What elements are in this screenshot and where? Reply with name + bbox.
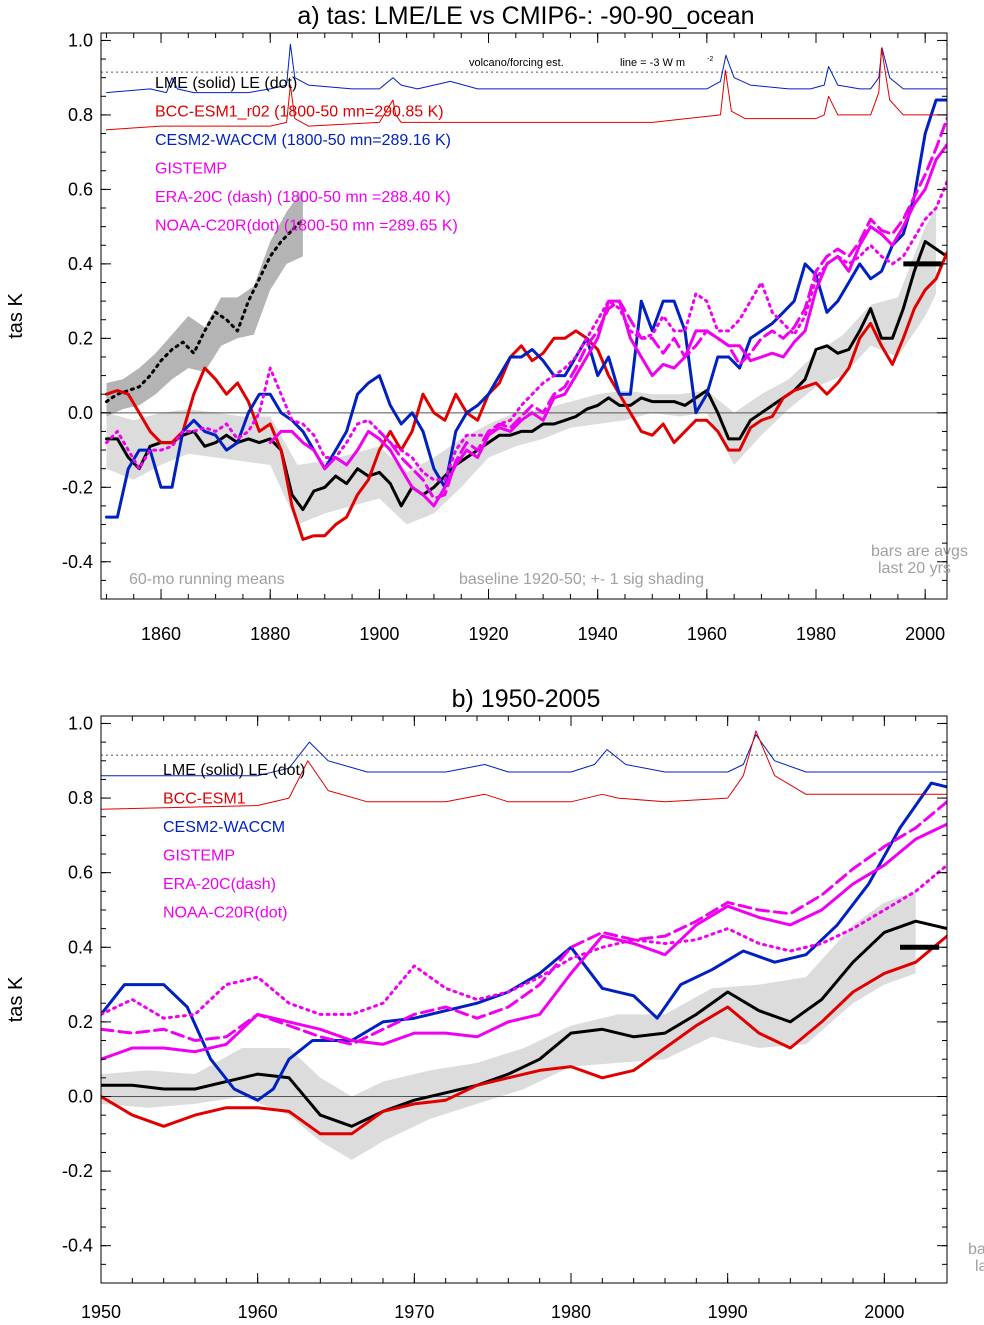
legend-entry: GISTEMP bbox=[155, 161, 227, 178]
series-bcc-esm1 bbox=[101, 934, 947, 1136]
series-bcc-esm1-forcing bbox=[101, 730, 947, 810]
x-tick-label: 1860 bbox=[141, 624, 181, 644]
legend-entry: ERA-20C(dash) bbox=[163, 876, 276, 893]
annotation-bars-line2: la bbox=[975, 1258, 984, 1275]
series-era-20c bbox=[377, 117, 947, 500]
series-lme bbox=[105, 240, 947, 512]
x-tick-label: 1960 bbox=[238, 1302, 278, 1322]
annotation-line-ref: line = -3 W m bbox=[620, 57, 685, 69]
shading-band-le bbox=[106, 189, 303, 417]
y-tick-label: 0.2 bbox=[68, 1012, 93, 1032]
legend-entry: BCC-ESM1_r02 (1800-50 mn=290.85 K) bbox=[155, 104, 444, 121]
series-noaa-c20r bbox=[101, 863, 947, 1020]
legend-entry: LME (solid) LE (dot) bbox=[163, 762, 305, 779]
y-axis-label: tas K bbox=[5, 976, 27, 1022]
x-tick-label: 1920 bbox=[468, 624, 508, 644]
plot-frame bbox=[100, 715, 948, 1284]
panel-b: -0.4 -0.2 0.0 0.2 0.4 0.6 0.8 1.0 1950 1960 1970 19… bbox=[5, 685, 984, 1322]
x-tick-label: 1990 bbox=[708, 1302, 748, 1322]
y-tick-label: 0.8 bbox=[68, 105, 93, 125]
y-tick-label: 1.0 bbox=[68, 713, 93, 733]
panel-a: -0.4 -0.2 0.0 0.2 0.4 0.6 0.8 1.0 1860 1880 1900 19… bbox=[5, 2, 968, 644]
y-tick-label: -0.2 bbox=[62, 1161, 93, 1181]
y-tick-label: 0.0 bbox=[68, 403, 93, 423]
legend-entry: NOAA-C20R(dot) (1800-50 mn =289.65 K) bbox=[155, 218, 458, 235]
x-tick-label: 2000 bbox=[864, 1302, 904, 1322]
y-tick-label: -0.4 bbox=[62, 1236, 93, 1256]
annotation-baseline: baseline 1920-50; +- 1 sig shading bbox=[459, 571, 704, 588]
y-tick-label: 0.6 bbox=[68, 179, 93, 199]
annotation-bars-line1: bars are avgs bbox=[871, 543, 968, 560]
legend-entry: BCC-ESM1 bbox=[163, 791, 246, 808]
y-tick-label: 1.0 bbox=[68, 30, 93, 50]
x-tick-label: 2000 bbox=[905, 624, 945, 644]
x-tick-label: 1980 bbox=[551, 1302, 591, 1322]
annotation-bars-line2: last 20 yrs bbox=[878, 560, 951, 577]
series-era-20c bbox=[101, 800, 947, 1046]
y-tick-label: 0.2 bbox=[68, 328, 93, 348]
shading-band-lme bbox=[106, 208, 937, 525]
series-cesm2-waccm-forcing bbox=[106, 43, 947, 94]
legend-entry: ERA-20C (dash) (1800-50 mn =288.40 K) bbox=[155, 189, 451, 206]
x-tick-label: 1960 bbox=[687, 624, 727, 644]
chart-title: a) tas: LME/LE vs CMIP6-: -90-90_ocean bbox=[297, 2, 754, 30]
shading-band-lme bbox=[101, 891, 916, 1160]
y-tick-label: -0.4 bbox=[62, 552, 93, 572]
y-tick-label: 0.6 bbox=[68, 863, 93, 883]
x-tick-label: 1970 bbox=[394, 1302, 434, 1322]
annotation-volcano: volcano/forcing est. bbox=[469, 57, 564, 69]
y-tick-label: 0.4 bbox=[68, 254, 93, 274]
chart-title: b) 1950-2005 bbox=[452, 685, 601, 713]
plot-frame bbox=[100, 32, 948, 600]
y-tick-label: 0.8 bbox=[68, 788, 93, 808]
annotation-bars-line1: ba bbox=[968, 1241, 984, 1258]
annotation-running-means: 60-mo running means bbox=[129, 571, 285, 588]
series-bcc-esm1-forcing bbox=[106, 47, 947, 131]
legend-entry: NOAA-C20R(dot) bbox=[163, 905, 287, 922]
legend-entry: GISTEMP bbox=[163, 848, 235, 865]
legend-entry: CESM2-WACCM bbox=[163, 819, 285, 836]
x-tick-label: 1980 bbox=[796, 624, 836, 644]
x-tick-label: 1940 bbox=[578, 624, 618, 644]
plot-area bbox=[101, 43, 947, 541]
y-tick-label: 0.4 bbox=[68, 937, 93, 957]
y-axis-label: tas K bbox=[5, 293, 27, 339]
legend-entry: LME (solid) LE (dot) bbox=[155, 75, 297, 92]
y-tick-label: -0.2 bbox=[62, 477, 93, 497]
x-tick-label: 1880 bbox=[250, 624, 290, 644]
series-le bbox=[105, 217, 305, 404]
y-tick-label: 0.0 bbox=[68, 1086, 93, 1106]
series-cesm2-waccm bbox=[105, 98, 947, 519]
x-tick-label: 1900 bbox=[359, 624, 399, 644]
legend-entry: CESM2-WACCM (1800-50 mn=289.16 K) bbox=[155, 132, 451, 149]
plot-area bbox=[101, 730, 947, 1160]
series-lme bbox=[101, 919, 947, 1128]
x-tick-label: 1950 bbox=[81, 1302, 121, 1322]
series-gistemp bbox=[101, 822, 947, 1061]
annotation-superscript: -2 bbox=[707, 56, 713, 63]
series-noaa-c20r bbox=[105, 180, 947, 482]
